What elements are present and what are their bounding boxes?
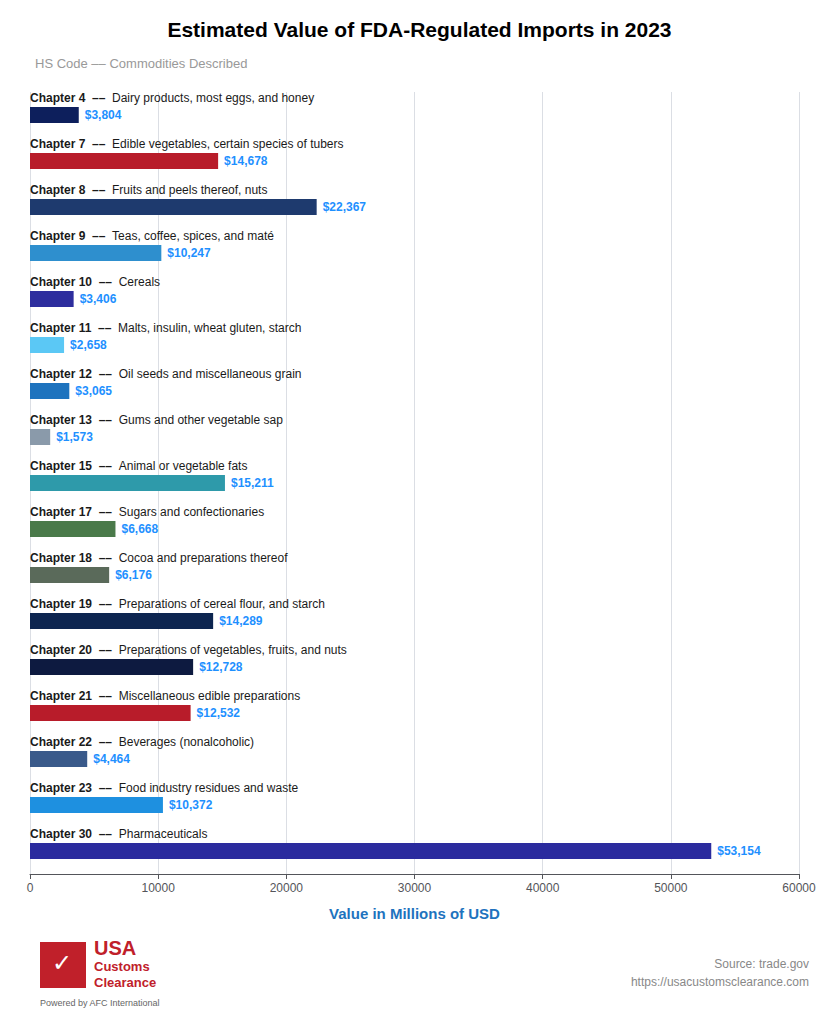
svg-text:Animal or vegetable fats: Animal or vegetable fats (119, 459, 248, 473)
svg-text:Chapter 15 ––: Chapter 15 –– (30, 459, 119, 473)
svg-text:Chapter 7 ––: Chapter 7 –– (30, 137, 112, 151)
svg-text:Source: trade.gov: Source: trade.gov (714, 957, 809, 971)
svg-text:$10,247: $10,247 (167, 246, 211, 260)
svg-text:$6,668: $6,668 (121, 522, 158, 536)
svg-text:Chapter 10 ––: Chapter 10 –– (30, 275, 119, 289)
svg-text:$3,804: $3,804 (85, 108, 122, 122)
svg-text:USA: USA (94, 937, 136, 959)
svg-text:Powered by AFC International: Powered by AFC International (40, 998, 160, 1008)
svg-text:Sugars and confectionaries: Sugars and confectionaries (119, 505, 264, 519)
svg-text:Chapter 18 ––: Chapter 18 –– (30, 551, 119, 565)
svg-text:Preparations of vegetables, fr: Preparations of vegetables, fruits, and … (119, 643, 347, 657)
svg-text:$15,211: $15,211 (231, 476, 274, 490)
svg-text:Cocoa and preparations thereof: Cocoa and preparations thereof (119, 551, 288, 565)
svg-text:60000: 60000 (782, 881, 816, 895)
svg-text:Oil seeds and miscellaneous gr: Oil seeds and miscellaneous grain (119, 367, 302, 381)
svg-text:10000: 10000 (141, 881, 175, 895)
svg-text:Chapter 21 ––: Chapter 21 –– (30, 689, 119, 703)
svg-text:Chapter 19 ––: Chapter 19 –– (30, 597, 119, 611)
svg-text:$14,678: $14,678 (224, 154, 268, 168)
svg-text:Chapter 17 ––: Chapter 17 –– (30, 505, 119, 519)
svg-text:Chapter 30 ––: Chapter 30 –– (30, 827, 119, 841)
svg-text:Malts, insulin, wheat gluten,: Malts, insulin, wheat gluten, starch (118, 321, 301, 335)
svg-text:Value in Millions of USD: Value in Millions of USD (329, 905, 500, 922)
svg-text:$1,573: $1,573 (56, 430, 93, 444)
svg-text:Food industry residues and was: Food industry residues and waste (119, 781, 299, 795)
svg-text:Clearance: Clearance (94, 975, 156, 990)
svg-text:Teas, coffee, spices, and maté: Teas, coffee, spices, and maté (112, 229, 274, 243)
svg-text:$53,154: $53,154 (717, 844, 761, 858)
svg-text:✓: ✓ (52, 949, 72, 977)
svg-text:50000: 50000 (654, 881, 688, 895)
svg-text:Cereals: Cereals (119, 275, 160, 289)
svg-text:$3,406: $3,406 (80, 292, 117, 306)
svg-text:Chapter 13 ––: Chapter 13 –– (30, 413, 119, 427)
svg-text:$2,658: $2,658 (70, 338, 107, 352)
svg-text:30000: 30000 (398, 881, 432, 895)
svg-text:Beverages (nonalcoholic): Beverages (nonalcoholic) (119, 735, 254, 749)
svg-text:Miscellaneous edible preparati: Miscellaneous edible preparations (119, 689, 300, 703)
svg-text:$12,728: $12,728 (199, 660, 243, 674)
svg-text:$12,532: $12,532 (197, 706, 241, 720)
svg-text:$10,372: $10,372 (169, 798, 213, 812)
svg-text:Chapter 23 ––: Chapter 23 –– (30, 781, 119, 795)
svg-text:$14,289: $14,289 (219, 614, 263, 628)
svg-text:Estimated Value of FDA-Regulat: Estimated Value of FDA-Regulated Imports… (167, 18, 671, 41)
svg-text:Chapter 20 ––: Chapter 20 –– (30, 643, 119, 657)
svg-text:Chapter 12 ––: Chapter 12 –– (30, 367, 119, 381)
svg-text:Chapter 4 ––: Chapter 4 –– (30, 91, 112, 105)
svg-text:https://usacustomsclearance.co: https://usacustomsclearance.com (631, 975, 809, 989)
svg-text:0: 0 (27, 881, 34, 895)
svg-text:Edible vegetables, certain spe: Edible vegetables, certain species of tu… (112, 137, 343, 151)
svg-text:20000: 20000 (270, 881, 304, 895)
svg-text:Customs: Customs (94, 959, 150, 974)
svg-text:$3,065: $3,065 (75, 384, 112, 398)
svg-text:HS Code –– Commodities Describ: HS Code –– Commodities Described (35, 56, 247, 71)
svg-text:Preparations of cereal flour,: Preparations of cereal flour, and starch (119, 597, 325, 611)
svg-text:Chapter 8 ––: Chapter 8 –– (30, 183, 112, 197)
svg-text:Dairy products, most eggs, and: Dairy products, most eggs, and honey (112, 91, 314, 105)
svg-text:Fruits and peels thereof, nuts: Fruits and peels thereof, nuts (112, 183, 267, 197)
svg-text:Chapter 9 ––: Chapter 9 –– (30, 229, 112, 243)
svg-text:$6,176: $6,176 (115, 568, 152, 582)
svg-text:40000: 40000 (526, 881, 560, 895)
svg-text:$4,464: $4,464 (93, 752, 130, 766)
svg-text:$22,367: $22,367 (323, 200, 367, 214)
svg-text:Chapter 22 ––: Chapter 22 –– (30, 735, 119, 749)
svg-text:Pharmaceuticals: Pharmaceuticals (119, 827, 208, 841)
svg-text:Chapter 11 ––: Chapter 11 –– (30, 321, 118, 335)
svg-text:Gums and other vegetable sap: Gums and other vegetable sap (119, 413, 283, 427)
